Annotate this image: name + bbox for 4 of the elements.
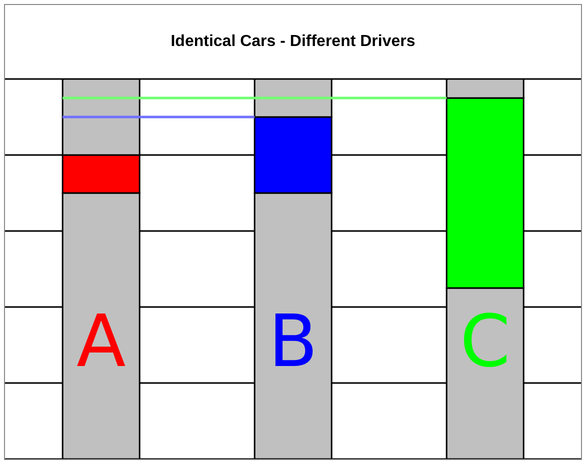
x-tick-label: C [460, 299, 510, 383]
x-tick-label: A [76, 299, 126, 383]
x-tick-label: B [268, 299, 318, 383]
chart-title: Identical Cars - Different Drivers [170, 32, 416, 52]
